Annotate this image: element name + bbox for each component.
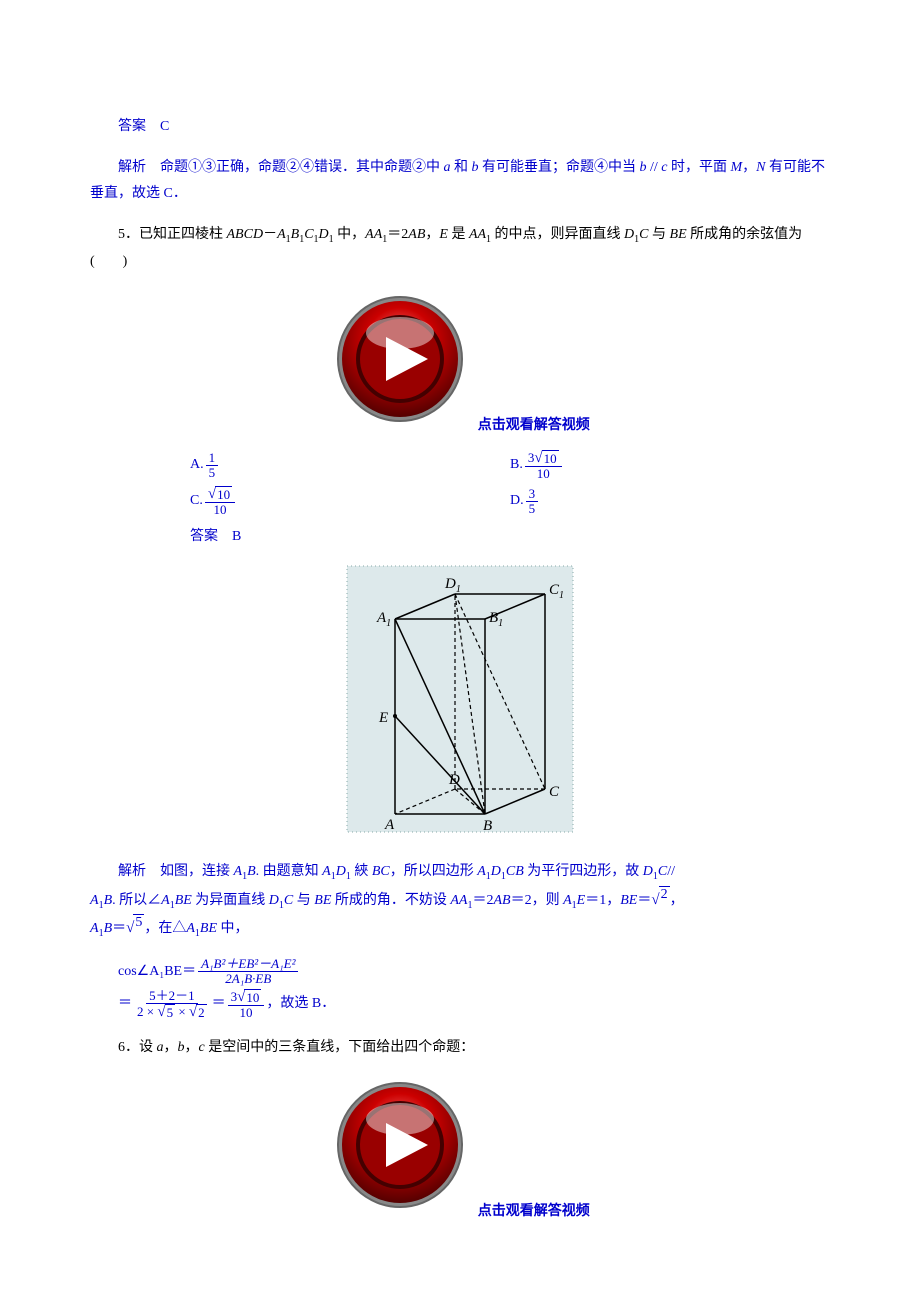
video-label[interactable]: 点击观看解答视频 bbox=[478, 1199, 590, 1226]
svg-text:B: B bbox=[483, 818, 492, 834]
option-d: D. 3 5 bbox=[510, 486, 830, 518]
play-button-icon[interactable] bbox=[330, 289, 470, 429]
prism-diagram: A B C D A1 B1 C1 D1 E bbox=[345, 564, 575, 834]
q5-stem: 5．已知正四棱柱 ABCD－A1B1C1D1 中，AA1＝2AB，E 是 AA1… bbox=[90, 222, 830, 275]
q6-stem: 6．设 a，b，c 是空间中的三条直线，下面给出四个命题： bbox=[90, 1035, 830, 1062]
prev-answer: 答案 C bbox=[90, 114, 830, 141]
q5-answer: 答案 B bbox=[90, 524, 830, 551]
video-label[interactable]: 点击观看解答视频 bbox=[478, 413, 590, 440]
svg-text:A: A bbox=[384, 817, 395, 833]
q5-analysis-2: A1B. 所以∠A1BE 为异面直线 D1C 与 BE 所成的角．不妨设 AA1… bbox=[90, 886, 830, 915]
svg-text:D: D bbox=[448, 772, 460, 788]
svg-text:C: C bbox=[549, 784, 560, 800]
q5-analysis-3: A1B＝√5，在△A1BE 中， bbox=[90, 914, 830, 943]
prev-analysis: 解析 命题①③正确，命题②④错误．其中命题②中 a 和 b 有可能垂直；命题④中… bbox=[90, 155, 830, 208]
option-a: A. 1 5 bbox=[190, 450, 510, 482]
option-c: C. √10 10 bbox=[190, 486, 510, 518]
q5-options: A. 1 5 B. 3√10 10 C. √10 10 D. 3 5 bbox=[90, 448, 830, 520]
svg-text:E: E bbox=[378, 710, 388, 726]
cos-formula: cos∠A₁BE＝ A₁B²＋EB²－A₁E² 2A₁B·EB ＝ 5＋2－1 … bbox=[90, 957, 830, 1020]
q5-analysis-1: 解析 如图，连接 A1B. 由题意知 A1D1 綊 BC，所以四边形 A1D1C… bbox=[90, 859, 830, 886]
play-button-icon[interactable] bbox=[330, 1075, 470, 1215]
option-b: B. 3√10 10 bbox=[510, 450, 830, 482]
